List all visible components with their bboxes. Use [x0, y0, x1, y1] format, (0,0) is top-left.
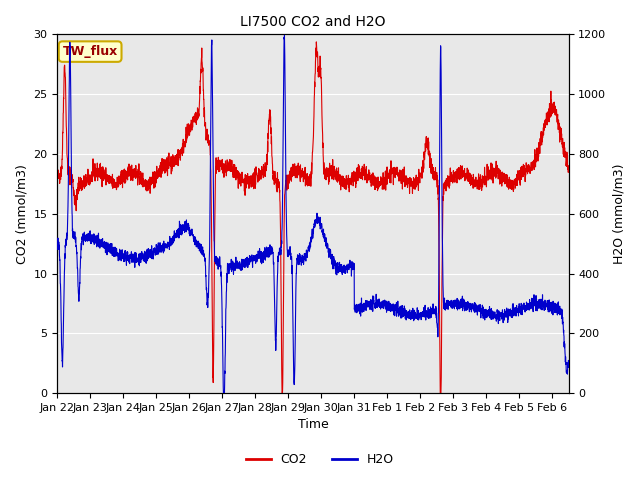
Legend: CO2, H2O: CO2, H2O — [241, 448, 399, 471]
Title: LI7500 CO2 and H2O: LI7500 CO2 and H2O — [240, 15, 386, 29]
X-axis label: Time: Time — [298, 419, 328, 432]
Y-axis label: CO2 (mmol/m3): CO2 (mmol/m3) — [15, 164, 28, 264]
Text: TW_flux: TW_flux — [63, 45, 118, 58]
Y-axis label: H2O (mmol/m3): H2O (mmol/m3) — [612, 164, 625, 264]
